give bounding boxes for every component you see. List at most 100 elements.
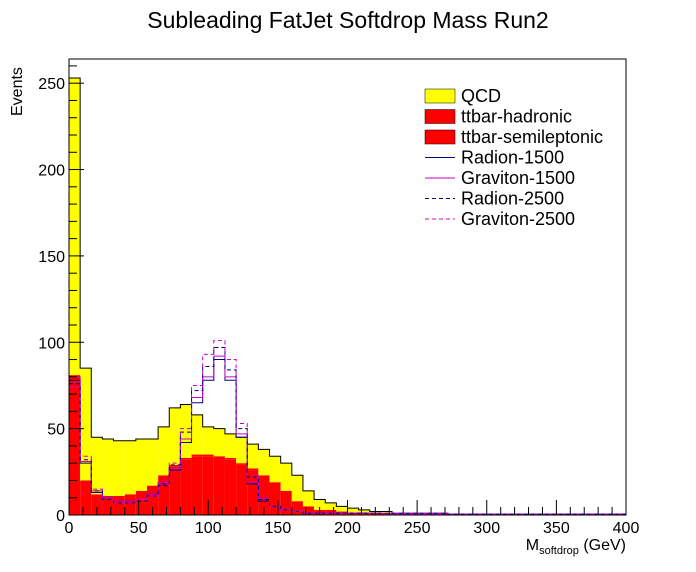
x-tick-label: 250 bbox=[404, 520, 431, 537]
bar-qcd-9 bbox=[169, 407, 181, 465]
legend-entry-graviton-1500: Graviton-1500 bbox=[425, 168, 575, 188]
bar-qcd-12 bbox=[202, 426, 214, 455]
bar-ttbar-semileptonic-1 bbox=[80, 480, 92, 515]
bar-qcd-16 bbox=[247, 444, 259, 469]
bar-ttbar-semileptonic-17 bbox=[258, 475, 270, 515]
chart-title: Subleading FatJet Softdrop Mass Run2 bbox=[147, 7, 548, 33]
bar-ttbar-semileptonic-11 bbox=[191, 456, 203, 515]
y-axis-label: Events bbox=[9, 67, 26, 116]
bar-qcd-25 bbox=[347, 508, 359, 513]
series-graviton-2500 bbox=[69, 340, 626, 515]
stack-qcd bbox=[69, 78, 626, 515]
bar-ttbar-semileptonic-23 bbox=[325, 509, 337, 515]
bar-ttbar-hadronic-15 bbox=[236, 463, 248, 465]
legend-entry-ttbar-semileptonic: ttbar-semileptonic bbox=[424, 127, 603, 147]
y-tick-label: 100 bbox=[38, 335, 65, 352]
bar-ttbar-semileptonic-13 bbox=[213, 458, 225, 515]
bar-ttbar-semileptonic-10 bbox=[180, 459, 192, 515]
bar-ttbar-hadronic-13 bbox=[213, 456, 225, 458]
legend-swatch bbox=[424, 88, 456, 104]
legend-entry-qcd: QCD bbox=[424, 86, 501, 106]
bar-ttbar-semileptonic-12 bbox=[202, 456, 214, 515]
bar-qcd-1 bbox=[80, 368, 92, 481]
legend: QCDttbar-hadronicttbar-semileptonicRadio… bbox=[424, 86, 603, 229]
bar-ttbar-semileptonic-6 bbox=[135, 490, 147, 515]
legend-entry-ttbar-hadronic: ttbar-hadronic bbox=[424, 107, 572, 127]
series-radion-2500 bbox=[69, 346, 626, 515]
x-tick-label: 300 bbox=[473, 520, 500, 537]
bar-qcd-4 bbox=[113, 440, 125, 496]
x-tick-label: 400 bbox=[613, 520, 640, 537]
x-axis-label-subscript: softdrop bbox=[539, 545, 579, 557]
bar-qcd-20 bbox=[291, 475, 303, 502]
bar-qcd-22 bbox=[314, 499, 326, 510]
legend-entry-radion-2500: Radion-2500 bbox=[425, 189, 564, 209]
bar-qcd-15 bbox=[236, 437, 248, 464]
bar-qcd-14 bbox=[224, 433, 237, 458]
bar-ttbar-semileptonic-3 bbox=[102, 496, 114, 515]
bar-qcd-23 bbox=[325, 502, 337, 510]
stacked-bars bbox=[68, 77, 627, 515]
bar-qcd-6 bbox=[135, 439, 147, 491]
bar-qcd-3 bbox=[102, 439, 114, 496]
legend-swatch bbox=[424, 129, 456, 145]
bar-qcd-8 bbox=[158, 426, 170, 476]
bar-ttbar-semileptonic-2 bbox=[91, 494, 103, 515]
legend-label: Radion-2500 bbox=[461, 189, 564, 209]
bar-ttbar-semileptonic-0 bbox=[69, 375, 81, 515]
bar-ttbar-semileptonic-9 bbox=[169, 466, 181, 515]
bar-qcd-21 bbox=[302, 490, 315, 507]
legend-swatch bbox=[424, 109, 456, 124]
bar-ttbar-hadronic-10 bbox=[180, 458, 192, 460]
x-axis-label-unit: (GeV) bbox=[579, 537, 626, 554]
y-tick-label: 250 bbox=[38, 76, 65, 93]
bar-ttbar-hadronic-14 bbox=[224, 458, 237, 460]
legend-label: Graviton-1500 bbox=[461, 168, 575, 188]
bar-qcd-13 bbox=[213, 428, 225, 457]
bar-ttbar-semileptonic-5 bbox=[124, 494, 136, 515]
axis-ticks: 0 50 100 150 200 250 300 350 400 0 50 100 150 200 250 bbox=[38, 65, 640, 537]
bar-ttbar-hadronic-12 bbox=[202, 454, 214, 457]
bar-qcd-26 bbox=[358, 509, 370, 513]
bar-qcd-0 bbox=[69, 78, 81, 376]
x-tick-label: 150 bbox=[265, 520, 292, 537]
stack-ttbar-semileptonic bbox=[69, 375, 448, 515]
legend-entry-graviton-2500: Graviton-2500 bbox=[425, 209, 575, 229]
legend-label: QCD bbox=[461, 86, 501, 106]
x-tick-label: 0 bbox=[65, 520, 74, 537]
bar-ttbar-semileptonic-7 bbox=[146, 485, 159, 515]
bar-ttbar-semileptonic-21 bbox=[302, 506, 315, 515]
legend-label: ttbar-semileptonic bbox=[461, 127, 603, 147]
bar-qcd-7 bbox=[146, 439, 159, 486]
y-tick-label: 0 bbox=[56, 508, 65, 525]
y-tick-label: 200 bbox=[38, 163, 65, 180]
x-axis-label: Msoftdrop (GeV) bbox=[526, 537, 626, 557]
legend-label: Radion-1500 bbox=[461, 148, 564, 168]
bar-qcd-18 bbox=[269, 456, 281, 483]
bar-ttbar-semileptonic-8 bbox=[158, 475, 170, 515]
bar-ttbar-hadronic-16 bbox=[247, 468, 259, 471]
bar-ttbar-semileptonic-15 bbox=[236, 464, 248, 515]
bar-ttbar-semileptonic-16 bbox=[247, 470, 259, 515]
bar-ttbar-semileptonic-20 bbox=[291, 501, 303, 515]
bar-ttbar-hadronic-9 bbox=[169, 464, 181, 467]
bar-qcd-19 bbox=[280, 463, 292, 491]
legend-label: ttbar-hadronic bbox=[461, 107, 572, 127]
x-tick-label: 100 bbox=[195, 520, 222, 537]
stack-ttbar-hadronic bbox=[169, 454, 259, 471]
bar-qcd-24 bbox=[336, 506, 348, 512]
legend-label: Graviton-2500 bbox=[461, 209, 575, 229]
bar-ttbar-semileptonic-18 bbox=[269, 482, 281, 515]
bar-ttbar-hadronic-11 bbox=[191, 454, 203, 457]
bar-qcd-28 bbox=[380, 511, 393, 514]
x-tick-label: 50 bbox=[130, 520, 148, 537]
legend-entry-radion-1500: Radion-1500 bbox=[425, 148, 564, 168]
bar-ttbar-semileptonic-14 bbox=[224, 459, 237, 515]
x-axis-label-main: M bbox=[526, 537, 539, 554]
y-tick-label: 150 bbox=[38, 249, 65, 266]
y-tick-label: 50 bbox=[47, 422, 65, 439]
bar-ttbar-semileptonic-19 bbox=[280, 490, 292, 515]
bar-qcd-2 bbox=[91, 437, 103, 495]
bar-qcd-5 bbox=[124, 440, 136, 495]
